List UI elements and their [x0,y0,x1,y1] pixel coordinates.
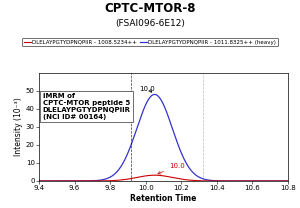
Text: iMRM of
CPTC-MTOR peptide 5
DLELAYPGTYDPNQPIIR
(NCI ID# 00164): iMRM of CPTC-MTOR peptide 5 DLELAYPGTYDP… [43,93,130,120]
Text: CPTC-MTOR-8: CPTC-MTOR-8 [104,2,196,15]
Text: 10.0: 10.0 [140,86,155,92]
Text: 10.0: 10.0 [158,163,184,174]
Text: (FSAI096-6E12): (FSAI096-6E12) [115,19,185,28]
Legend: DLELAYPGTYDPNQPIIR - 1008.5234++, DLELAYPGTYDPNQPIIR - 1011.8325++ (heavy): DLELAYPGTYDPNQPIIR - 1008.5234++, DLELAY… [22,38,278,46]
Y-axis label: Intensity (10⁻³): Intensity (10⁻³) [14,98,23,156]
X-axis label: Retention Time: Retention Time [130,194,197,203]
